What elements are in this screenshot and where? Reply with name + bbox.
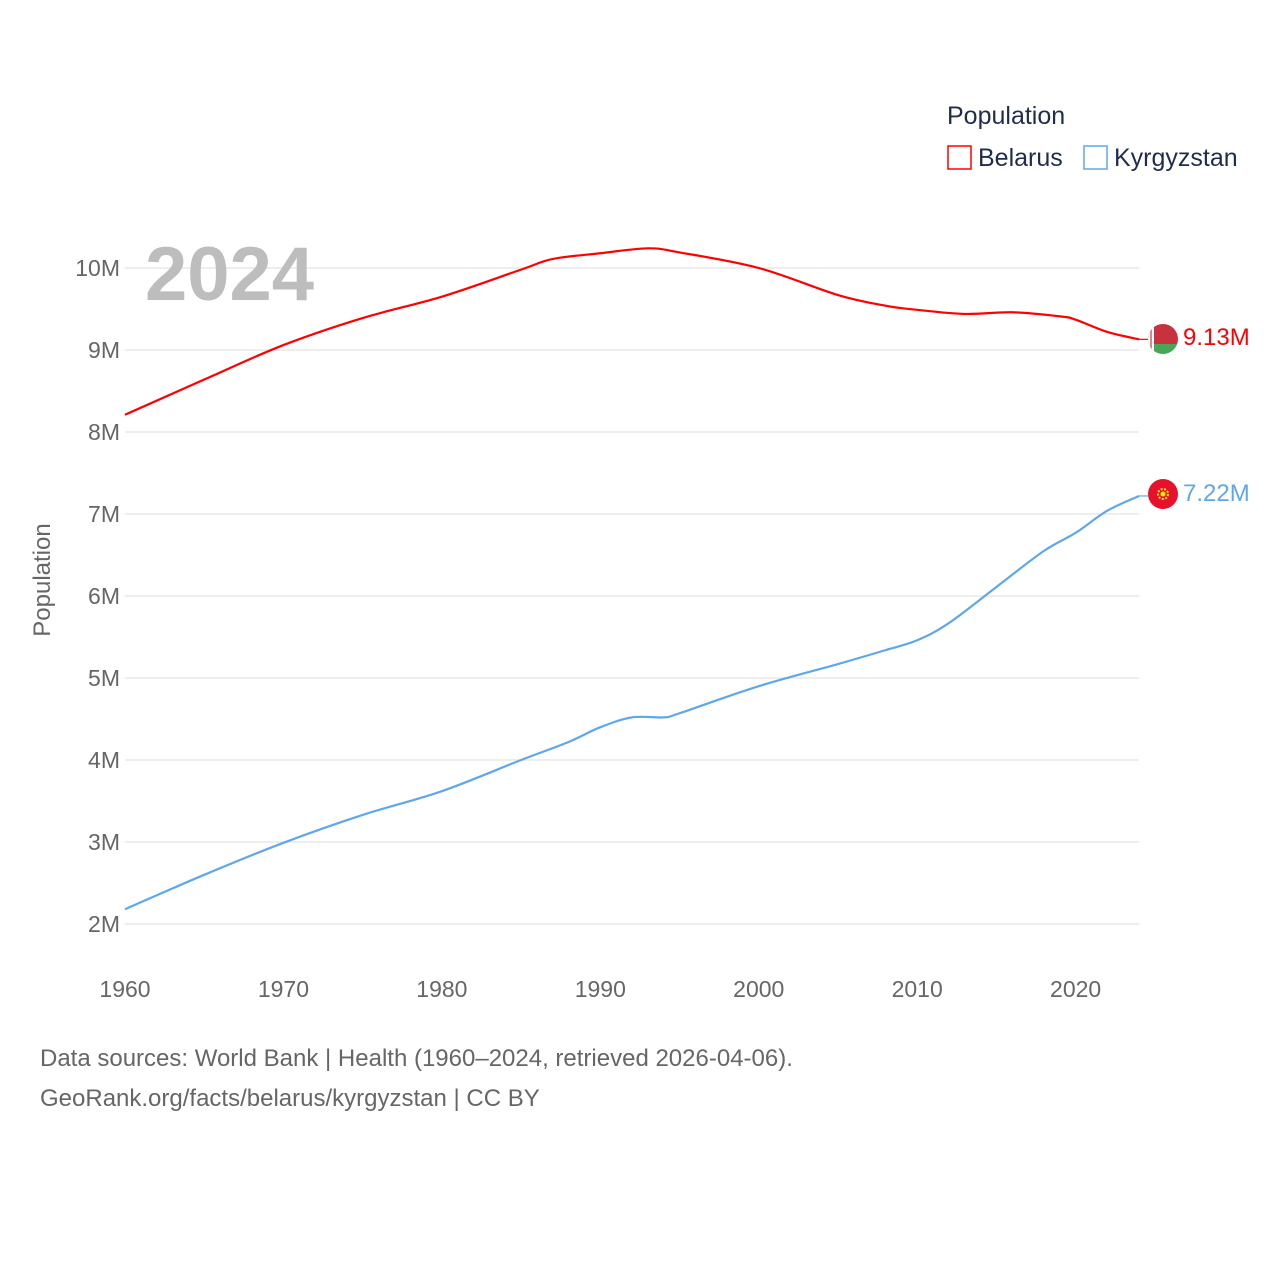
y-axis-label: Population <box>29 523 56 636</box>
legend-label-belarus: Belarus <box>978 144 1063 172</box>
series-line-belarus <box>124 247 1140 416</box>
belarus-end-label: 9.13M <box>1183 324 1250 351</box>
series-lines <box>124 247 1148 911</box>
kyrgyzstan-end-label: 7.22M <box>1183 480 1250 507</box>
x-tick-label: 1980 <box>416 976 467 1002</box>
data-source-note: Data sources: World Bank | Health (1960–… <box>40 1045 793 1072</box>
y-tick-label: 10M <box>75 255 120 281</box>
y-axis-ticks: 2M 3M 4M 5M 6M 7M 8M 9M 10M <box>75 255 120 937</box>
x-tick-label: 2020 <box>1050 976 1101 1002</box>
y-tick-label: 5M <box>88 665 120 691</box>
grid-lines <box>125 267 1139 925</box>
legend-label-kyrgyzstan: Kyrgyzstan <box>1114 144 1238 172</box>
legend-item-belarus[interactable]: Belarus <box>947 144 1063 172</box>
legend-swatch-kyrgyzstan <box>1083 145 1108 170</box>
x-axis-ticks: 1960 1970 1980 1990 2000 2010 2020 <box>99 976 1101 1002</box>
legend-item-kyrgyzstan[interactable]: Kyrgyzstan <box>1083 144 1238 172</box>
attribution-link[interactable]: GeoRank.org/facts/belarus/kyrgyzstan | C… <box>40 1085 540 1112</box>
y-tick-label: 3M <box>88 829 120 855</box>
y-tick-label: 8M <box>88 419 120 445</box>
x-tick-label: 2000 <box>733 976 784 1002</box>
x-tick-label: 1990 <box>575 976 626 1002</box>
kyrgyzstan-flag-icon <box>1148 479 1178 509</box>
x-tick-label: 2010 <box>892 976 943 1002</box>
x-tick-label: 1960 <box>99 976 150 1002</box>
legend-swatch-belarus <box>947 145 972 170</box>
y-tick-label: 6M <box>88 583 120 609</box>
y-tick-label: 9M <box>88 337 120 363</box>
series-line-kyrgyzstan <box>124 494 1140 911</box>
belarus-flag-icon <box>1148 324 1178 354</box>
y-tick-label: 2M <box>88 911 120 937</box>
x-tick-label: 1970 <box>258 976 309 1002</box>
y-tick-label: 7M <box>88 501 120 527</box>
year-watermark: 2024 <box>145 232 314 317</box>
legend-title: Population <box>947 102 1065 130</box>
y-tick-label: 4M <box>88 747 120 773</box>
